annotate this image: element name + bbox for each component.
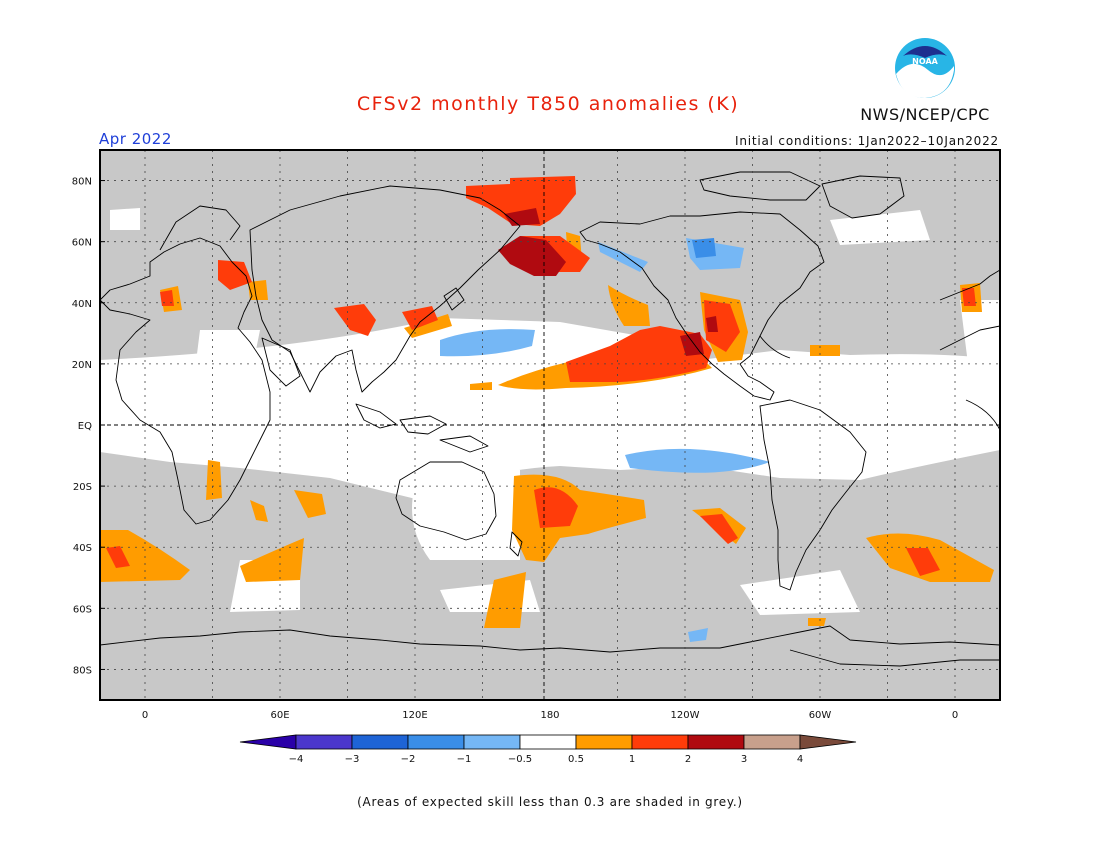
- coastlines: [100, 171, 1000, 667]
- colorbar-segment: [295, 734, 353, 750]
- lat-tick-label: 80N: [72, 177, 92, 188]
- lat-tick-label: 60S: [73, 604, 92, 615]
- longitude-axis: 0 60E 120E 180 120W 60W 0: [142, 710, 958, 721]
- lat-tick-label: 20S: [73, 482, 92, 493]
- anomaly-strong-blue-area: [692, 238, 716, 258]
- lat-tick-label: 40S: [73, 543, 92, 554]
- colorbar-segment: [407, 734, 465, 750]
- colorbar-tick-label: −1: [457, 754, 472, 765]
- colorbar-segment: [519, 734, 577, 750]
- lon-tick-label: 120W: [671, 710, 700, 721]
- colorbar-segment: [687, 734, 745, 750]
- lon-tick-label: 60W: [809, 710, 832, 721]
- lon-tick-label: 0: [952, 710, 958, 721]
- colorbar-tick-label: −4: [289, 754, 304, 765]
- noaa-logo-icon: NOAA: [895, 38, 955, 98]
- colorbar-tick-label: −0.5: [508, 754, 532, 765]
- colorbar-tick-label: 4: [797, 754, 803, 765]
- colorbar-segment: [743, 734, 801, 750]
- lon-tick-label: 0: [142, 710, 148, 721]
- colorbar-segment: [575, 734, 633, 750]
- colorbar-low-arrow: [239, 734, 297, 750]
- initial-conditions-label: Initial conditions: 1Jan2022–10Jan2022: [735, 134, 999, 148]
- lat-tick-label: 20N: [72, 360, 92, 371]
- anomaly-dark-red-areas: [498, 208, 718, 356]
- colorbar-high-arrow: [799, 734, 857, 750]
- lon-tick-label: 120E: [402, 710, 427, 721]
- colorbar-tick-label: 0.5: [568, 754, 584, 765]
- lat-tick-label: EQ: [78, 421, 92, 432]
- anomaly-map: [100, 150, 1000, 700]
- lon-tick-label: 60E: [270, 710, 289, 721]
- noaa-logo-text: NOAA: [912, 57, 938, 66]
- colorbar-tick-label: 1: [629, 754, 635, 765]
- map-title: CFSv2 monthly T850 anomalies (K): [357, 93, 739, 115]
- latitude-axis: 80N 60N 40N 20N EQ 20S 40S 60S 80S: [72, 177, 105, 676]
- colorbar: −4 −3 −2 −1 −0.5 0.5 1 2 3 4: [239, 734, 857, 765]
- lon-tick-label: 180: [540, 710, 559, 721]
- lat-tick-label: 60N: [72, 238, 92, 249]
- colorbar-segment: [631, 734, 689, 750]
- colorbar-segment: [351, 734, 409, 750]
- anomaly-red-areas: [106, 176, 976, 576]
- issuer-label: NWS/NCEP/CPC: [860, 105, 990, 124]
- colorbar-tick-label: −3: [345, 754, 360, 765]
- colorbar-tick-label: 3: [741, 754, 747, 765]
- colorbar-tick-label: 2: [685, 754, 691, 765]
- lat-tick-label: 80S: [73, 665, 92, 676]
- lat-tick-label: 40N: [72, 299, 92, 310]
- footnote: (Areas of expected skill less than 0.3 a…: [357, 795, 743, 809]
- valid-month-label: Apr 2022: [99, 130, 172, 148]
- colorbar-tick-label: −2: [401, 754, 416, 765]
- colorbar-segment: [463, 734, 521, 750]
